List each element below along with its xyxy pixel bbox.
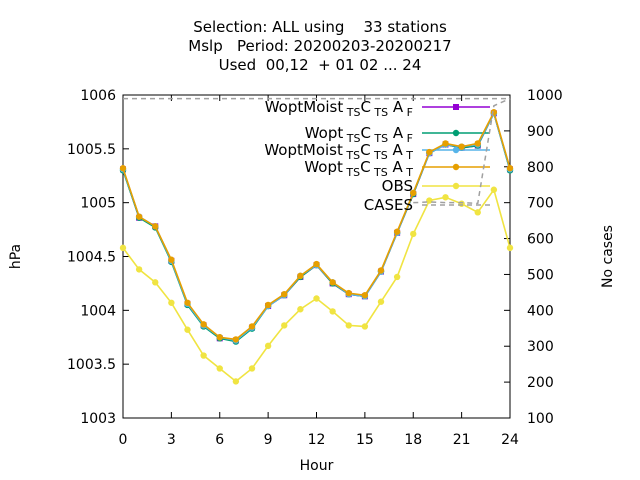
- y-tick-label: 1006: [80, 88, 116, 104]
- y2-tick-label: 200: [527, 375, 554, 391]
- legend-marker: [453, 104, 459, 110]
- data-point: [458, 200, 465, 207]
- y-tick-label: 1005: [80, 196, 116, 212]
- data-point: [135, 213, 143, 220]
- y-tick-label: 1003.5: [67, 357, 116, 373]
- data-point: [329, 308, 336, 315]
- data-point: [264, 342, 272, 350]
- data-point: [216, 334, 223, 341]
- x-tick-label: 0: [119, 432, 128, 448]
- legend-label-1: WoptMoist TSC TS A F: [265, 98, 413, 119]
- legend-marker: [452, 163, 460, 171]
- data-point: [361, 323, 369, 330]
- data-point: [490, 186, 498, 193]
- legend-label-3: WoptMoist TSC TS A T: [264, 141, 413, 162]
- y-tick-label: 1003: [80, 411, 116, 427]
- data-point: [297, 272, 304, 280]
- data-point: [474, 140, 481, 147]
- data-point: [135, 266, 143, 273]
- data-point: [200, 352, 207, 359]
- data-point: [168, 256, 175, 263]
- data-point: [377, 267, 385, 274]
- data-point: [297, 306, 304, 313]
- chart-title-line-2: Mslp Period: 20200203-20200217: [188, 37, 452, 55]
- data-point: [474, 209, 481, 216]
- data-point: [248, 365, 256, 372]
- data-point: [313, 260, 320, 268]
- y2-tick-label: 400: [527, 303, 554, 319]
- data-point: [393, 273, 401, 281]
- data-point: [119, 165, 127, 172]
- data-point: [377, 298, 385, 305]
- data-point: [281, 290, 288, 298]
- data-point: [410, 230, 417, 238]
- chart-title-line-3: Used 00,12 + 01 02 ... 24: [218, 56, 422, 74]
- data-point: [168, 299, 175, 306]
- legend-marker: [452, 182, 460, 190]
- data-point: [426, 197, 433, 204]
- data-point: [490, 109, 498, 116]
- data-point: [248, 323, 256, 330]
- data-point: [152, 223, 159, 230]
- data-point: [232, 378, 240, 385]
- data-point: [184, 326, 191, 333]
- data-point: [345, 289, 352, 297]
- legend-marker: [452, 146, 460, 154]
- cases-line-tail: [413, 97, 511, 205]
- y-tick-label: 1004: [80, 303, 116, 319]
- y2-axis-label: No cases: [600, 225, 616, 288]
- y2-tick-label: 600: [527, 232, 554, 248]
- data-point: [152, 279, 159, 286]
- x-axis-label: Hour: [300, 458, 334, 474]
- y2-tick-label: 1000: [527, 88, 563, 104]
- y-tick-label: 1005.5: [67, 142, 116, 158]
- y2-tick-label: 300: [527, 339, 554, 355]
- data-point: [426, 148, 433, 156]
- data-point: [264, 301, 272, 309]
- data-point: [442, 140, 449, 147]
- y2-tick-label: 100: [527, 411, 554, 427]
- data-point: [281, 322, 288, 329]
- chart-title-line-1: Selection: ALL using 33 stations: [193, 18, 447, 36]
- x-tick-label: 3: [167, 432, 176, 448]
- data-point: [442, 194, 449, 201]
- data-point: [361, 292, 369, 299]
- data-point: [345, 322, 352, 329]
- legend-label-6: CASES: [364, 196, 413, 214]
- y-axis-label: hPa: [8, 244, 24, 269]
- y2-tick-label: 800: [527, 160, 554, 176]
- data-point: [200, 321, 207, 328]
- data-point: [232, 336, 240, 343]
- y2-tick-label: 700: [527, 196, 554, 212]
- data-point: [410, 189, 417, 197]
- x-tick-label: 18: [404, 432, 422, 448]
- data-point: [216, 365, 223, 372]
- data-point: [329, 279, 336, 286]
- y2-tick-label: 500: [527, 267, 554, 283]
- x-tick-label: 21: [453, 432, 471, 448]
- legend-marker: [452, 129, 460, 137]
- y-tick-label: 1004.5: [67, 250, 116, 266]
- legend-label-2: Wopt TSC TS A F: [305, 124, 413, 145]
- x-tick-label: 6: [215, 432, 224, 448]
- data-point: [506, 244, 514, 252]
- data-point: [393, 228, 401, 235]
- x-tick-label: 15: [356, 432, 374, 448]
- legend-label-5: OBS: [382, 177, 413, 195]
- data-point: [458, 143, 465, 150]
- legend-label-4: Wopt TSC TS A T: [304, 158, 413, 179]
- x-tick-label: 24: [501, 432, 519, 448]
- data-point: [313, 295, 320, 302]
- x-tick-label: 12: [308, 432, 326, 448]
- y2-tick-label: 900: [527, 124, 554, 140]
- data-point: [119, 244, 127, 252]
- x-tick-label: 9: [264, 432, 273, 448]
- data-point: [506, 165, 514, 172]
- data-point: [184, 299, 191, 306]
